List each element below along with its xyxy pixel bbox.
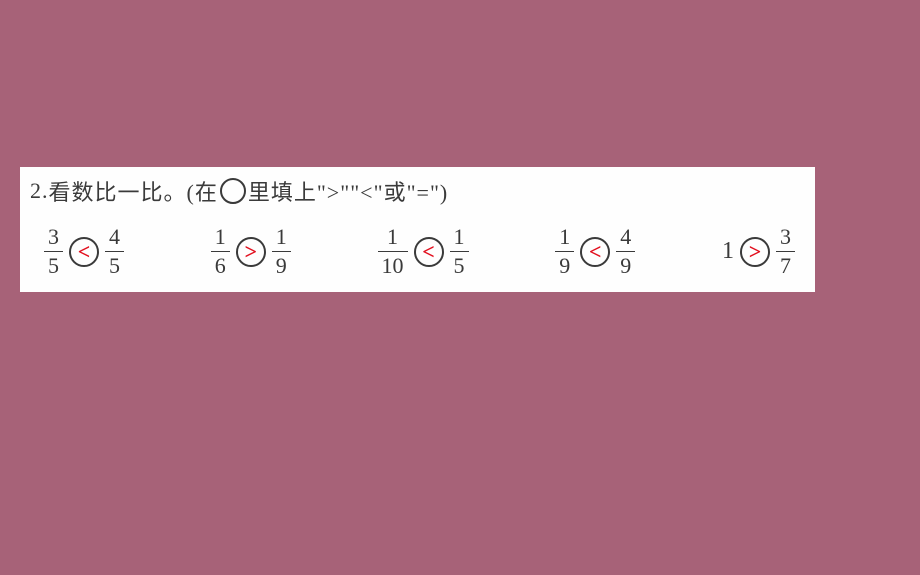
fraction-right: 1 9	[272, 225, 291, 278]
problem-2: 1 6 > 1 9	[211, 225, 291, 278]
numerator: 4	[105, 225, 124, 251]
instruction-before: 看数比一比。(在	[49, 175, 218, 207]
denominator: 10	[378, 251, 408, 278]
numerator: 1	[272, 225, 291, 251]
denominator: 5	[450, 251, 469, 278]
numerator: 1	[450, 225, 469, 251]
problem-5: 1 > 3 7	[722, 225, 795, 278]
numerator: 3	[44, 225, 63, 251]
question-number: 2.	[30, 178, 49, 204]
denominator: 5	[105, 251, 124, 278]
fraction-right: 3 7	[776, 225, 795, 278]
fraction-right: 1 5	[450, 225, 469, 278]
numerator: 3	[776, 225, 795, 251]
numerator: 1	[555, 225, 574, 251]
fraction-right: 4 5	[105, 225, 124, 278]
denominator: 5	[44, 251, 63, 278]
instruction-after: 里填上">""<"或"=")	[248, 175, 448, 207]
denominator: 9	[272, 251, 291, 278]
worksheet-panel: 2. 看数比一比。(在 里填上">""<"或"=") 3 5 < 4 5 1 6…	[20, 167, 815, 292]
problem-4: 1 9 < 4 9	[555, 225, 635, 278]
fraction-left: 1 9	[555, 225, 574, 278]
problems-row: 3 5 < 4 5 1 6 > 1 9 1 10	[30, 225, 805, 278]
fraction-right: 4 9	[616, 225, 635, 278]
numerator: 1	[211, 225, 230, 251]
answer-circle[interactable]: <	[414, 237, 444, 267]
answer-circle[interactable]: <	[580, 237, 610, 267]
answer-circle[interactable]: >	[740, 237, 770, 267]
denominator: 9	[555, 251, 574, 278]
fraction-left: 1 10	[378, 225, 408, 278]
denominator: 7	[776, 251, 795, 278]
numerator: 4	[616, 225, 635, 251]
answer-circle[interactable]: >	[236, 237, 266, 267]
fraction-left: 1 6	[211, 225, 230, 278]
numerator: 1	[383, 225, 402, 251]
denominator: 9	[616, 251, 635, 278]
answer-circle[interactable]: <	[69, 237, 99, 267]
denominator: 6	[211, 251, 230, 278]
fraction-left: 3 5	[44, 225, 63, 278]
instruction-text: 2. 看数比一比。(在 里填上">""<"或"=")	[30, 175, 805, 207]
blank-circle-icon	[220, 178, 246, 204]
problem-1: 3 5 < 4 5	[44, 225, 124, 278]
problem-3: 1 10 < 1 5	[378, 225, 469, 278]
whole-number-left: 1	[722, 238, 734, 265]
